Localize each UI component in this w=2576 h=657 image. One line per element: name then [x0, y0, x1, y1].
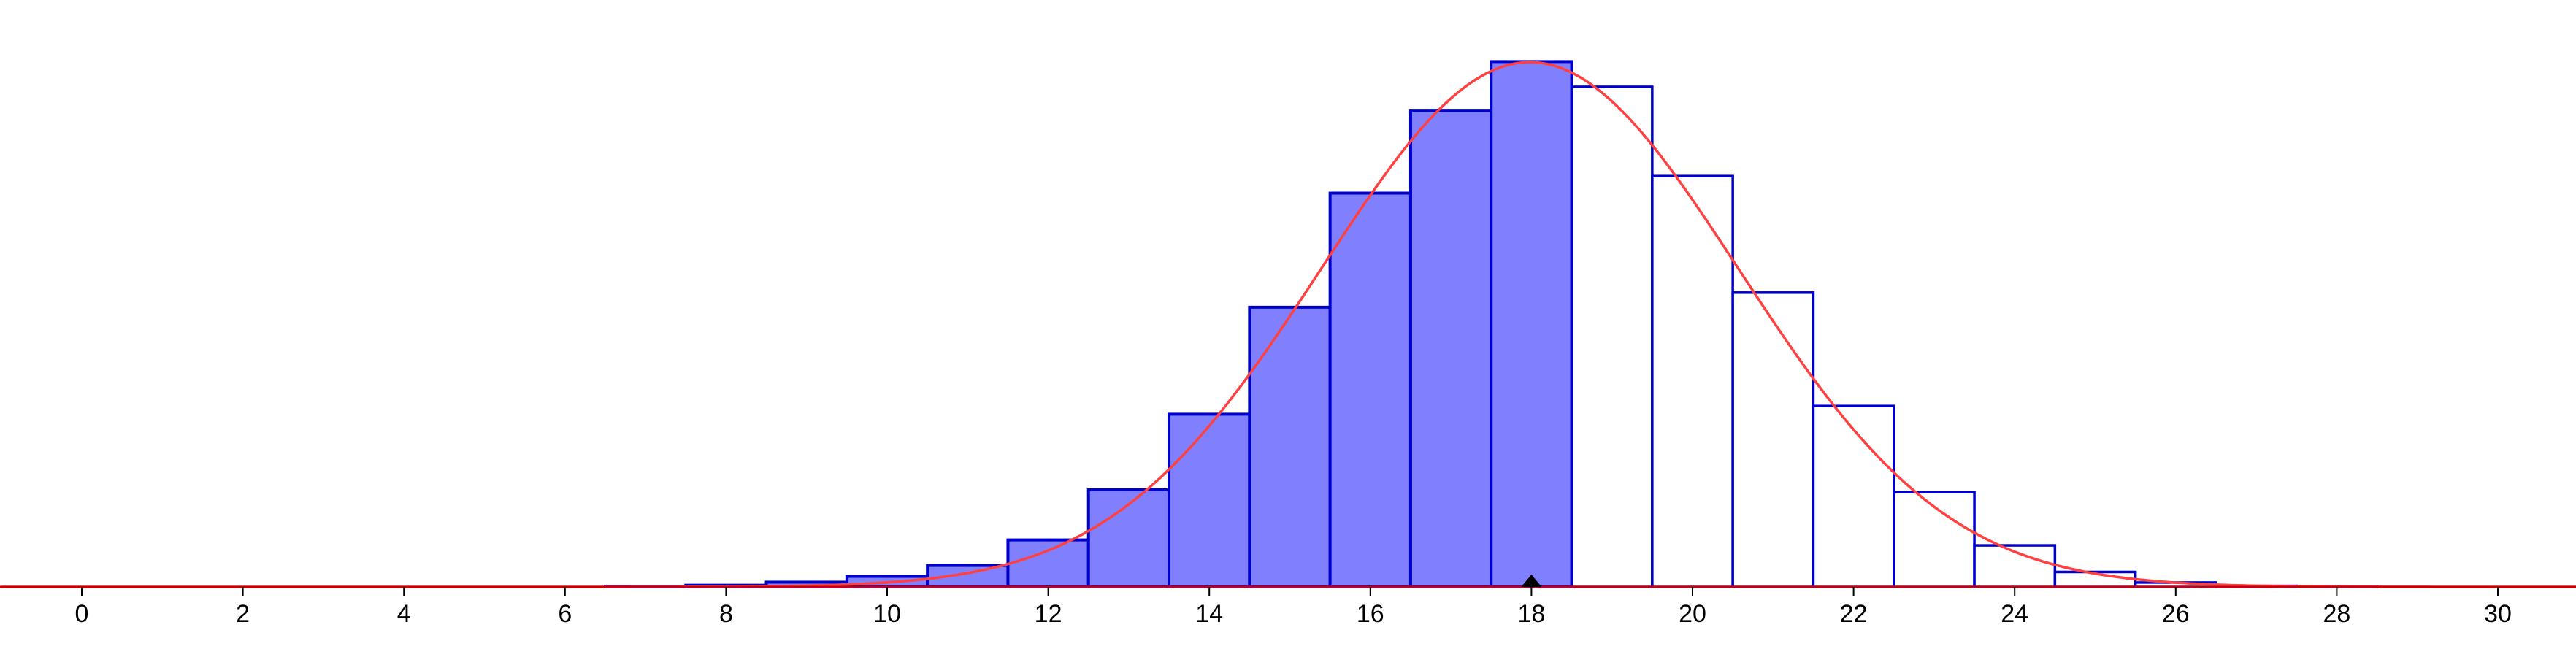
histogram-bar — [1490, 60, 1573, 588]
histogram-bar — [1731, 291, 1815, 588]
bars-layer — [603, 60, 2379, 589]
x-tick-labels: 0 2 4 6 8 10 12 14 16 18 20 22 24 26 28 30 — [75, 600, 2512, 628]
x-tick-label: 0 — [75, 600, 89, 628]
x-tick-label: 20 — [1679, 600, 1706, 628]
x-tick-label: 24 — [2001, 600, 2028, 628]
histogram-bar — [1006, 538, 1090, 588]
x-tick-label: 26 — [2162, 600, 2190, 628]
x-tick-label: 4 — [397, 600, 411, 628]
marker-layer — [1521, 575, 1542, 587]
x-tick-label: 12 — [1035, 600, 1062, 628]
x-tick-label: 18 — [1517, 600, 1545, 628]
histogram-bar — [1328, 191, 1412, 588]
histogram-bar — [1408, 109, 1493, 588]
histogram-bar — [1651, 174, 1734, 588]
x-tick-label: 8 — [719, 600, 733, 628]
marker-triangle — [1521, 575, 1542, 587]
x-tick-label: 16 — [1357, 600, 1384, 628]
x-tick-label: 14 — [1195, 600, 1223, 628]
x-tick-label: 10 — [873, 600, 901, 628]
x-axis — [0, 585, 2576, 596]
x-tick-label: 2 — [236, 600, 250, 628]
x-tick-label: 6 — [558, 600, 572, 628]
histogram-bar — [1570, 85, 1654, 588]
x-tick-label: 28 — [2323, 600, 2350, 628]
x-tick-label: 30 — [2484, 600, 2512, 628]
histogram-bar — [1812, 404, 1895, 588]
histogram-bar — [1168, 412, 1251, 589]
histogram-bar — [1248, 305, 1332, 588]
x-tick-label: 22 — [1840, 600, 1868, 628]
